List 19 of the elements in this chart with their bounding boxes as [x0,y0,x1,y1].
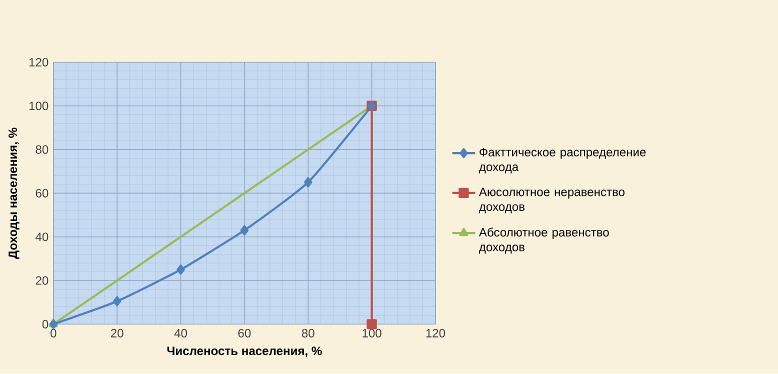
legend-label: Абсолютное равенство доходов [478,228,609,254]
x-tick-label: 100 [362,329,382,338]
legend-label: Факттическое распределение дохода [479,148,646,174]
legend-label: Аюсолютное неравенство доходов [478,188,625,214]
x-tick-label: 40 [174,329,187,338]
y-tick-label: 100 [29,102,48,110]
x-tick-label: 60 [238,329,251,338]
y-tick-label: 120 [29,58,48,67]
y-tick-label: 0 [42,320,48,329]
y-tick-label: 40 [36,232,48,242]
x-tick-label: 80 [302,329,314,338]
y-tick-label: 60 [36,189,48,198]
x-tick-label: 0 [50,329,56,338]
y-axis-title: Доходы населения, % [8,128,20,259]
y-tick-label: 20 [36,276,48,285]
y-tick-label: 80 [36,145,48,154]
x-tick-label: 20 [110,329,124,338]
x-axis-title: Численость населения, % [167,346,322,358]
x-tick-label: 120 [426,329,446,338]
